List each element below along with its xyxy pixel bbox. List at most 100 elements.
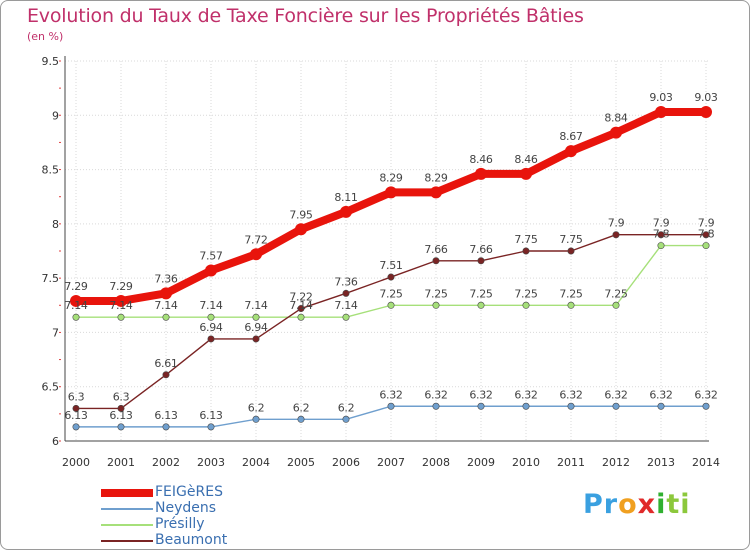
data-point (657, 242, 665, 250)
data-label: 6.94 (244, 321, 268, 334)
data-point (477, 257, 485, 265)
data-point (657, 402, 665, 410)
data-point (295, 223, 307, 236)
legend-swatch (101, 540, 153, 542)
data-point (162, 371, 170, 379)
data-label: 7.29 (64, 280, 88, 293)
data-label: 6.3 (113, 390, 130, 403)
data-label: 7.36 (154, 272, 178, 285)
data-point (477, 402, 485, 410)
chart-subtitle: (en %) (27, 30, 64, 43)
data-label: 7.14 (64, 299, 88, 312)
data-label: 6.13 (199, 409, 223, 422)
legend-swatch (101, 524, 153, 526)
x-tick-label: 2012 (602, 456, 630, 469)
data-point (702, 402, 710, 410)
data-point (117, 313, 125, 321)
data-label: 6.32 (424, 388, 447, 401)
legend-swatch (101, 508, 153, 510)
data-point (612, 301, 620, 309)
data-point (340, 205, 352, 218)
data-label: 7.14 (244, 299, 268, 312)
data-point (655, 106, 667, 119)
data-label: 7.22 (289, 291, 312, 304)
data-label: 7.72 (244, 233, 267, 246)
data-label: 7.14 (199, 299, 223, 312)
data-point (657, 231, 665, 239)
data-label: 7.25 (424, 287, 448, 300)
proxiti-logo: Proxiti (583, 489, 691, 520)
data-point (342, 289, 350, 297)
logo-letter: x (637, 489, 657, 520)
y-tick-label: 7 (52, 326, 59, 339)
data-point (522, 301, 530, 309)
data-point (610, 126, 622, 139)
data-label: 6.2 (248, 401, 265, 414)
data-point (522, 247, 530, 255)
data-point (702, 231, 710, 239)
x-tick-label: 2001 (107, 456, 135, 469)
legend-swatch (101, 489, 153, 497)
y-tick-label: 8 (52, 218, 59, 231)
data-label: 6.32 (514, 388, 537, 401)
data-point (252, 335, 260, 343)
x-tick-label: 2005 (287, 456, 315, 469)
data-label: 6.32 (559, 388, 582, 401)
data-point (522, 402, 530, 410)
data-label: 7.25 (379, 287, 403, 300)
data-point (385, 186, 397, 199)
y-tick-label: 9 (52, 109, 59, 122)
data-label: 8.46 (469, 153, 493, 166)
data-point (252, 415, 260, 423)
data-label: 7.29 (109, 280, 133, 293)
data-label: 6.2 (338, 401, 355, 414)
x-tick-label: 2000 (62, 456, 90, 469)
data-label: 6.32 (604, 388, 627, 401)
data-label: 8.46 (514, 153, 538, 166)
data-label: 7.51 (379, 259, 402, 272)
data-label: 7.25 (514, 287, 538, 300)
x-tick-label: 2004 (242, 456, 270, 469)
data-label: 8.29 (379, 171, 403, 184)
logo-letter: Pr (583, 489, 619, 520)
data-label: 8.11 (334, 191, 357, 204)
data-point (117, 404, 125, 412)
data-label: 7.66 (469, 243, 493, 256)
data-label: 7.14 (334, 299, 358, 312)
data-point (160, 287, 172, 300)
data-point (520, 167, 532, 180)
data-point (72, 404, 80, 412)
data-label: 7.95 (289, 208, 313, 221)
x-tick-label: 2010 (512, 456, 540, 469)
data-label: 6.32 (469, 388, 492, 401)
data-label: 7.66 (424, 243, 448, 256)
data-point (70, 294, 82, 307)
data-label: 9.03 (649, 91, 673, 104)
logo-letter: ti (666, 489, 691, 520)
data-label: 6.2 (293, 401, 310, 414)
x-tick-label: 2002 (152, 456, 180, 469)
x-tick-label: 2011 (557, 456, 585, 469)
data-point (432, 402, 440, 410)
data-point (612, 231, 620, 239)
data-point (117, 423, 125, 431)
x-tick-label: 2013 (647, 456, 675, 469)
x-tick-label: 2003 (197, 456, 225, 469)
data-point (387, 273, 395, 281)
data-label: 7.14 (154, 299, 178, 312)
y-tick-label: 9.5 (42, 55, 60, 68)
data-point (252, 313, 260, 321)
data-label: 7.25 (604, 287, 628, 300)
x-tick-label: 2007 (377, 456, 405, 469)
data-point (432, 301, 440, 309)
data-label: 7.25 (559, 287, 583, 300)
data-point (477, 301, 485, 309)
data-label: 6.13 (64, 409, 88, 422)
x-tick-label: 2008 (422, 456, 450, 469)
data-point (205, 264, 217, 277)
data-point (387, 301, 395, 309)
data-point (387, 402, 395, 410)
data-label: 7.8 (698, 228, 715, 241)
data-point (475, 167, 487, 180)
legend-label: Neydens (155, 500, 217, 516)
